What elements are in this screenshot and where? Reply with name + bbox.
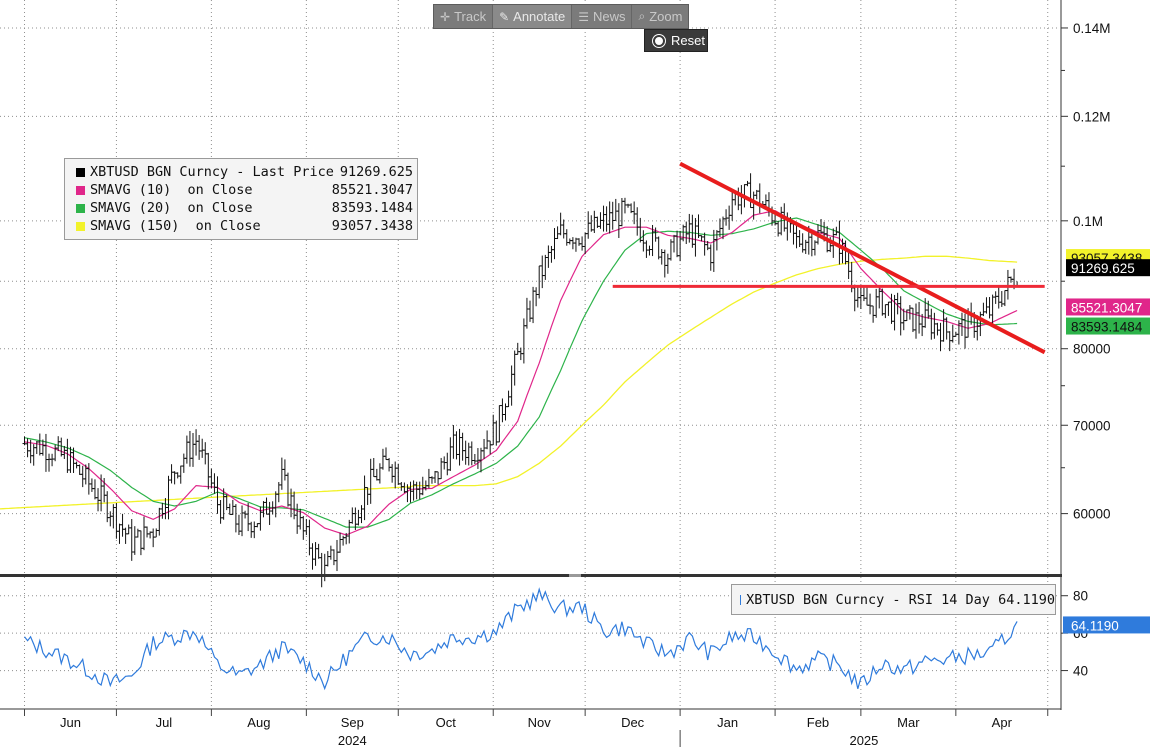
legend-row-price: XBTUSD BGN Curncy - Last Price 91269.625 (71, 163, 413, 181)
month-label: Jan (717, 715, 738, 730)
sma150-line (0, 255, 1018, 510)
month-label: Apr (992, 715, 1013, 730)
price-tick-label: 0.14M (1073, 21, 1111, 36)
legend-name: SMAVG (10) on Close (90, 182, 253, 198)
annotate-button[interactable]: ✎ Annotate (493, 5, 573, 28)
last-price-badge-text: 91269.625 (1071, 261, 1135, 276)
sma10-path (24, 209, 1018, 536)
zoom-button[interactable]: ⌕ Zoom (632, 5, 688, 28)
rsi-gridlines (0, 595, 1060, 672)
magnifier-icon: ⌕ (638, 9, 646, 23)
month-label: Jun (60, 715, 81, 730)
sma20-line (24, 217, 1018, 528)
legend-value: 83593.1484 (331, 200, 413, 216)
legend-swatch (76, 203, 85, 213)
rsi-legend-name: XBTUSD BGN Curncy - RSI 14 Day (746, 591, 990, 608)
price-legend[interactable]: XBTUSD BGN Curncy - Last Price 91269.625 … (64, 158, 418, 240)
legend-swatch (76, 221, 85, 231)
sma20-badge-bg (1066, 317, 1150, 335)
rsi-legend[interactable]: XBTUSD BGN Curncy - RSI 14 Day 64.1190 (731, 584, 1056, 615)
pane-separator (0, 574, 1062, 577)
month-label: Nov (528, 715, 552, 730)
month-label: Sep (341, 715, 364, 730)
news-icon: ☰ (578, 9, 589, 24)
track-button[interactable]: ✛ Track (434, 5, 494, 28)
zoom-label: Zoom (649, 9, 683, 24)
price-bars (22, 173, 1020, 588)
news-label: News (592, 9, 626, 24)
pencil-icon: ✎ (499, 9, 510, 24)
track-label: Track (454, 9, 487, 24)
price-tick-label: 70000 (1073, 418, 1111, 433)
reset-button[interactable]: Reset (644, 29, 708, 52)
trend-annotations[interactable] (612, 161, 1046, 355)
month-label: Mar (897, 715, 920, 730)
rsi-badge-text: 64.1190 (1071, 618, 1119, 633)
legend-name: XBTUSD BGN Curncy - Last Price (90, 164, 334, 180)
price-tick-label: 0.12M (1073, 109, 1111, 124)
annotate-label: Annotate (513, 9, 566, 24)
time-axis: Jun Jul Aug Sep Oct Nov Dec Jan Feb Mar Apr 2024 202… (24, 709, 1049, 747)
rsi-tick-label: 80 (1073, 589, 1088, 604)
price-tick-label: 0.1M (1073, 214, 1103, 229)
year-label: 2025 (849, 733, 878, 747)
sma20-badge-text: 83593.1484 (1071, 320, 1143, 335)
last-price-badge-bg (1066, 259, 1150, 277)
value-badges: 93057.343885521.304783593.148491269.6256… (1063, 249, 1150, 634)
price-gridlines (0, 27, 1060, 515)
price-tick-label: 80000 (1073, 342, 1111, 357)
month-label: Feb (807, 715, 829, 730)
rsi-line (24, 587, 1018, 691)
month-label: Jul (156, 715, 173, 730)
legend-swatch (76, 167, 85, 177)
legend-row-sma150: SMAVG (150) on Close 93057.3438 (71, 217, 413, 235)
legend-swatch (76, 185, 85, 195)
sma10-badge-text: 85521.3047 (1071, 300, 1142, 315)
legend-row-sma10: SMAVG (10) on Close 85521.3047 (71, 181, 413, 199)
legend-value: 91269.625 (339, 164, 413, 180)
month-label: Oct (436, 715, 457, 730)
sma20-path (24, 217, 1018, 528)
pane-resize-handle (569, 574, 581, 577)
price-tick-label: 60000 (1073, 507, 1111, 522)
legend-name: SMAVG (20) on Close (90, 200, 253, 216)
price-axis: 0.14M 0.12M 0.1M 80000 70000 60000 (1061, 21, 1111, 522)
chart-frame (0, 0, 1062, 710)
sma10-line (24, 209, 1018, 536)
resistance-trendline (679, 161, 1046, 355)
sma150-path (0, 255, 1018, 510)
legend-row-sma20: SMAVG (20) on Close 83593.1484 (71, 199, 413, 217)
reset-label: Reset (671, 33, 705, 48)
rsi-badge-bg (1063, 616, 1150, 634)
rsi-tick-label: 40 (1073, 664, 1088, 679)
reset-icon (653, 34, 665, 47)
legend-value: 85521.3047 (331, 182, 413, 198)
rsi-path (24, 587, 1018, 691)
month-label: Aug (247, 715, 270, 730)
news-button[interactable]: ☰ News (572, 5, 633, 28)
legend-name: SMAVG (150) on Close (90, 218, 261, 234)
year-label: 2024 (338, 733, 367, 747)
legend-value: 93057.3438 (331, 218, 413, 234)
month-label: Dec (621, 715, 645, 730)
rsi-legend-value: 64.1190 (998, 591, 1055, 608)
crosshair-icon: ✛ (440, 9, 451, 24)
chart-toolbar: ✛ Track ✎ Annotate ☰ News ⌕ Zoom (433, 4, 690, 29)
sma10-badge-bg (1066, 298, 1150, 316)
